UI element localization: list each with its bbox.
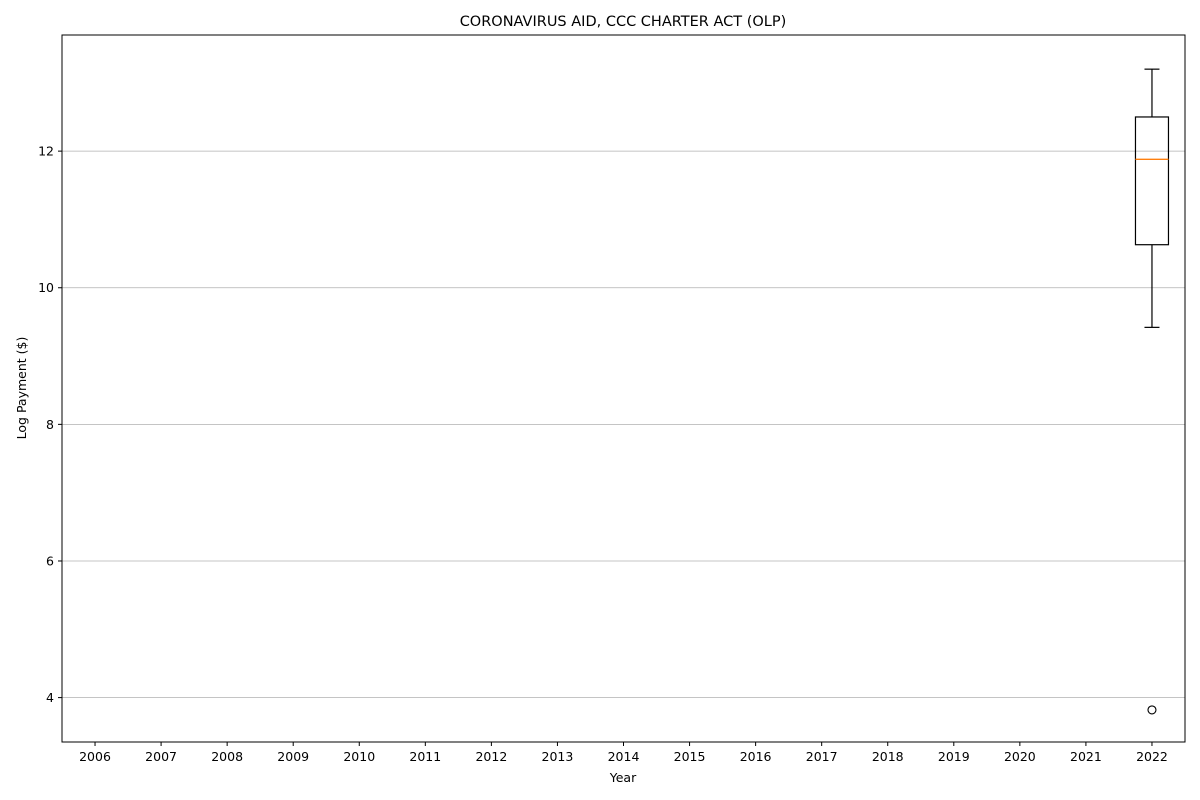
x-tick-label: 2015 (674, 749, 706, 764)
y-tick-label: 8 (46, 417, 54, 432)
x-tick-label: 2022 (1136, 749, 1168, 764)
y-tick-label: 6 (46, 553, 54, 568)
x-tick-label: 2016 (740, 749, 772, 764)
x-tick-label: 2020 (1004, 749, 1036, 764)
x-tick-label: 2018 (872, 749, 904, 764)
x-tick-label: 2009 (277, 749, 309, 764)
y-tick-label: 12 (38, 144, 54, 159)
y-axis: 4 6 8 10 12 (38, 144, 62, 705)
chart-title: CORONAVIRUS AID, CCC CHARTER ACT (OLP) (460, 14, 787, 30)
box-plot-2022 (1134, 68, 1170, 715)
x-tick-label: 2008 (211, 749, 243, 764)
x-tick-label: 2012 (475, 749, 507, 764)
x-tick-label: 2006 (79, 749, 111, 764)
x-tick-label: 2017 (806, 749, 838, 764)
x-tick-label: 2014 (608, 749, 640, 764)
grid-lines (62, 150, 1185, 698)
x-tick-label: 2010 (343, 749, 375, 764)
x-axis-label: Year (609, 770, 637, 785)
iqr-box (1134, 116, 1170, 246)
y-tick-label: 10 (38, 280, 54, 295)
outlier-point (1147, 705, 1157, 715)
x-tick-label: 2011 (409, 749, 441, 764)
y-tick-label: 4 (46, 690, 54, 705)
x-axis: 2006 2007 2008 2009 2010 2011 2012 2013 2014 2015… (79, 742, 1168, 764)
x-tick-label: 2007 (145, 749, 177, 764)
x-tick-label: 2021 (1070, 749, 1102, 764)
y-axis-label: Log Payment ($) (14, 337, 29, 440)
x-tick-label: 2013 (542, 749, 574, 764)
box-plots (1134, 68, 1170, 715)
plot-frame (61, 34, 1186, 743)
x-tick-label: 2019 (938, 749, 970, 764)
